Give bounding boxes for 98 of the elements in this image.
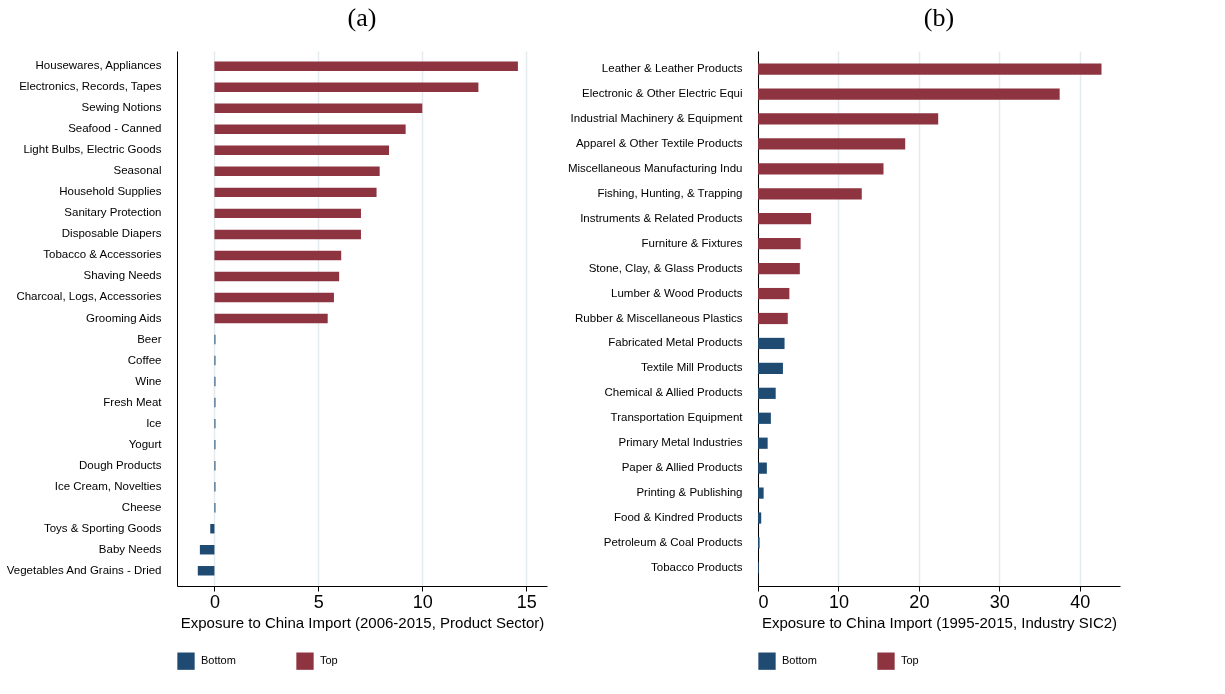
bar bbox=[758, 163, 884, 175]
y-tick-label: Light Bulbs, Electric Goods bbox=[23, 143, 162, 156]
bar bbox=[197, 566, 215, 576]
x-tick-label: 30 bbox=[989, 591, 1010, 612]
y-tick-label: Charcoal, Logs, Accessories bbox=[16, 290, 162, 303]
y-tick-label: Electronic & Other Electric Equi bbox=[582, 87, 743, 100]
bar bbox=[214, 103, 423, 114]
bar bbox=[214, 82, 479, 92]
y-tick-label: Housewares, Appliances bbox=[35, 59, 162, 72]
y-tick-label: Coffee bbox=[127, 353, 162, 366]
bar bbox=[214, 250, 342, 261]
y-tick-label: Baby Needs bbox=[98, 542, 162, 555]
bar bbox=[214, 145, 390, 156]
legend-label: Bottom bbox=[782, 654, 817, 667]
y-tick-label: Ice bbox=[146, 416, 162, 429]
y-tick-label: Electronics, Records, Tapes bbox=[19, 80, 162, 93]
y-tick-label: Apparel & Other Textile Products bbox=[575, 136, 743, 149]
bar bbox=[758, 462, 767, 474]
y-tick-label: Sanitary Protection bbox=[64, 206, 162, 219]
y-tick-label: Primary Metal Industries bbox=[618, 436, 743, 449]
bar bbox=[214, 208, 361, 219]
y-tick-label: Petroleum & Coal Products bbox=[603, 535, 743, 548]
x-tick-label: 10 bbox=[412, 591, 433, 612]
y-tick-label: Disposable Diapers bbox=[61, 227, 162, 240]
y-tick-label: Fresh Meat bbox=[103, 395, 163, 408]
y-tick-label: Industrial Machinery & Equipment bbox=[570, 111, 744, 124]
y-tick-label: Miscellaneous Manufacturing Indu bbox=[567, 161, 743, 174]
bar bbox=[214, 271, 340, 282]
bar bbox=[758, 387, 776, 399]
bar bbox=[758, 287, 790, 300]
y-tick-label: Fishing, Hunting, & Trapping bbox=[597, 186, 743, 199]
bar bbox=[214, 229, 361, 240]
x-tick-label: 10 bbox=[828, 591, 849, 612]
bar bbox=[758, 512, 762, 524]
bar bbox=[758, 238, 801, 250]
y-tick-label: Instruments & Related Products bbox=[580, 211, 743, 224]
x-tick-label: 20 bbox=[909, 591, 930, 612]
x-axis-title: Exposure to China Import (1995-2015, Industry SIC2) bbox=[761, 613, 1118, 631]
y-tick-label: Ice Cream, Novelties bbox=[54, 479, 162, 492]
bar bbox=[214, 166, 380, 177]
chart-title: (a) bbox=[347, 3, 377, 32]
y-tick-label: Seasonal bbox=[113, 164, 162, 177]
y-tick-label: Food & Kindred Products bbox=[614, 511, 743, 524]
y-tick-label: Seafood - Canned bbox=[68, 122, 162, 135]
bar bbox=[214, 313, 328, 324]
bar bbox=[758, 337, 785, 350]
y-tick-label: Tobacco Products bbox=[651, 560, 743, 573]
y-tick-label: Sewing Notions bbox=[81, 101, 162, 114]
bar bbox=[758, 113, 939, 125]
x-tick-label: 15 bbox=[516, 591, 537, 612]
y-tick-label: Cheese bbox=[121, 500, 162, 513]
legend-label: Top bbox=[901, 654, 919, 667]
bar bbox=[758, 88, 1060, 100]
y-tick-label: Leather & Leather Products bbox=[601, 62, 743, 75]
chart-title: (b) bbox=[923, 3, 955, 32]
y-tick-label: Textile Mill Products bbox=[640, 361, 743, 374]
bar bbox=[758, 263, 800, 275]
y-tick-label: Toys & Sporting Goods bbox=[43, 521, 162, 534]
bar bbox=[199, 545, 215, 555]
legend-label: Top bbox=[320, 654, 338, 667]
y-tick-label: Rubber & Miscellaneous Plastics bbox=[575, 311, 743, 324]
bar bbox=[758, 412, 771, 424]
bar bbox=[758, 213, 812, 225]
y-tick-label: Household Supplies bbox=[59, 185, 162, 198]
x-tick-label: 40 bbox=[1070, 591, 1091, 612]
bar bbox=[758, 63, 1102, 75]
bar bbox=[214, 61, 518, 71]
y-tick-label: Yogurt bbox=[128, 437, 163, 450]
y-tick-label: Dough Products bbox=[79, 458, 162, 471]
y-tick-label: Wine bbox=[135, 374, 162, 387]
y-tick-label: Fabricated Metal Products bbox=[608, 336, 743, 349]
y-tick-label: Transportation Equipment bbox=[610, 411, 744, 424]
y-tick-label: Shaving Needs bbox=[83, 269, 162, 282]
y-tick-label: Paper & Allied Products bbox=[621, 461, 743, 474]
legend-label: Bottom bbox=[201, 654, 236, 667]
x-tick-label: 0 bbox=[209, 591, 220, 612]
x-tick-label: 0 bbox=[758, 591, 769, 612]
bar bbox=[210, 523, 215, 534]
x-tick-label: 5 bbox=[313, 591, 324, 612]
y-tick-label: Furniture & Fixtures bbox=[641, 236, 743, 249]
bar bbox=[758, 437, 768, 449]
y-tick-label: Chemical & Allied Products bbox=[604, 386, 743, 399]
bar bbox=[758, 312, 788, 325]
bar bbox=[758, 138, 906, 150]
bar bbox=[214, 292, 334, 303]
bar bbox=[758, 188, 862, 200]
y-tick-label: Lumber & Wood Products bbox=[611, 286, 743, 299]
bar bbox=[758, 487, 764, 499]
y-tick-label: Vegetables And Grains - Dried bbox=[6, 563, 162, 576]
y-tick-label: Stone, Clay, & Glass Products bbox=[588, 261, 743, 274]
y-tick-label: Tobacco & Accessories bbox=[43, 248, 162, 261]
y-tick-label: Grooming Aids bbox=[86, 311, 162, 324]
bar bbox=[758, 362, 783, 374]
y-tick-label: Printing & Publishing bbox=[636, 486, 743, 499]
y-tick-label: Beer bbox=[137, 332, 162, 345]
bar bbox=[214, 124, 406, 135]
x-axis-title: Exposure to China Import (2006-2015, Product Sector) bbox=[180, 613, 545, 631]
bar bbox=[214, 187, 377, 198]
